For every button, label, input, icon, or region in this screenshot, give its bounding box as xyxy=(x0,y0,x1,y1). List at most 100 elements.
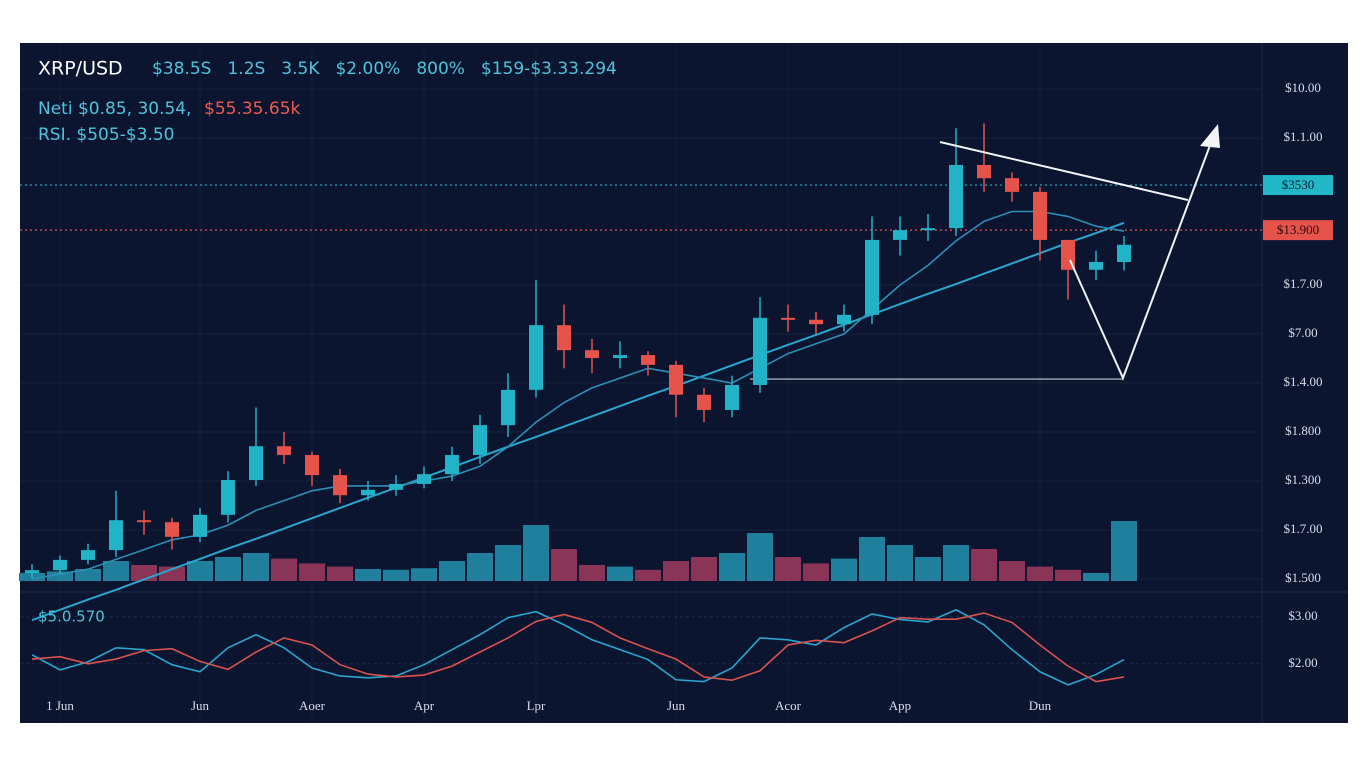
candle-body xyxy=(725,384,739,410)
y-tick-label: $1.800 xyxy=(1285,423,1321,438)
candle-body xyxy=(697,394,711,410)
x-tick-label: Apr xyxy=(414,698,435,713)
candle-body xyxy=(53,559,67,571)
candle-body xyxy=(529,325,543,390)
x-tick-label: Dun xyxy=(1029,698,1052,713)
volume-bar xyxy=(971,549,997,581)
header-stat: $159-$3.33.294 xyxy=(481,59,617,79)
header-stat: $38.5S xyxy=(152,59,211,79)
rsi-tick-label: $2.00 xyxy=(1288,655,1317,670)
volume-bar xyxy=(523,525,549,581)
price-tag xyxy=(1263,220,1333,241)
volume-bar xyxy=(551,549,577,581)
header-stat: 3.5K xyxy=(281,59,320,79)
x-tick-label: Acor xyxy=(775,698,802,713)
arrow-head xyxy=(1200,124,1220,148)
volume-bar xyxy=(719,553,745,581)
candle-body xyxy=(613,355,627,359)
candle-body xyxy=(809,319,823,325)
candle-body xyxy=(949,164,963,229)
y-tick-label: $1.7.00 xyxy=(1284,521,1323,536)
y-tick-label: $1.1.00 xyxy=(1284,129,1323,144)
candle-body xyxy=(837,314,851,325)
candle-body xyxy=(277,446,291,456)
candle-body xyxy=(221,480,235,515)
volume-bar xyxy=(159,566,185,581)
volume-bar xyxy=(579,565,605,581)
volume-bar xyxy=(915,557,941,581)
candle-body xyxy=(1033,191,1047,240)
volume-bar xyxy=(747,533,773,581)
candle-body xyxy=(865,239,879,315)
candle-body xyxy=(1117,244,1131,262)
candle-body xyxy=(669,364,683,395)
rsi-tick-label: $3.00 xyxy=(1288,608,1317,623)
candle-body xyxy=(81,550,95,560)
y-tick-label: $1.500 xyxy=(1285,570,1321,585)
rsi-line xyxy=(31,608,1125,686)
candle-body xyxy=(445,455,459,475)
volume-bar xyxy=(691,557,717,581)
volume-bar xyxy=(327,566,353,581)
volume-bar xyxy=(495,545,521,581)
volume-bar xyxy=(999,561,1025,581)
x-tick-label: Jun xyxy=(191,698,210,713)
candle-body xyxy=(641,355,655,365)
volume-bar xyxy=(1055,569,1081,581)
y-tick-label: $1.4.00 xyxy=(1284,374,1323,389)
candle-body xyxy=(501,389,515,426)
header-stat: 1.2S xyxy=(227,59,265,79)
candle-body xyxy=(781,317,795,320)
candle-body xyxy=(977,164,991,179)
y-tick-label: $1.7.00 xyxy=(1284,276,1323,291)
candle-body xyxy=(1005,178,1019,192)
candle-body xyxy=(165,522,179,537)
candle-body xyxy=(557,325,571,351)
candle-body xyxy=(1089,261,1103,270)
candle-body xyxy=(305,455,319,476)
candle-body xyxy=(585,350,599,359)
volume-bar xyxy=(607,566,633,581)
volume-bar xyxy=(103,561,129,581)
trend-line xyxy=(939,141,1189,201)
chart-title: XRP/USD xyxy=(38,58,123,80)
x-tick-label: Jun xyxy=(667,698,686,713)
volume-bar xyxy=(271,558,297,581)
volume-bar xyxy=(775,557,801,581)
candle-body xyxy=(25,570,39,574)
moving-average xyxy=(31,210,1125,580)
volume-bar xyxy=(803,563,829,581)
volume-bar xyxy=(859,537,885,581)
candle-body xyxy=(193,514,207,537)
moving-average xyxy=(31,221,1125,622)
x-tick-label: Lpr xyxy=(527,698,546,713)
indicator-value: $55.35.65k xyxy=(204,99,301,119)
projection-line xyxy=(1069,139,1213,381)
x-tick-label: App xyxy=(889,698,911,713)
candle-body xyxy=(473,425,487,456)
volume-bar xyxy=(439,561,465,581)
volume-bar xyxy=(383,569,409,581)
candle-body xyxy=(921,228,935,231)
pattern-drawing xyxy=(939,124,1220,381)
candle-body xyxy=(389,483,403,490)
rsi-label: $5.0.570 xyxy=(38,608,105,626)
candle-body xyxy=(417,474,431,484)
volume-bar xyxy=(1111,521,1137,581)
volume-bar xyxy=(411,568,437,581)
plot xyxy=(19,123,1137,686)
volume-bar xyxy=(663,561,689,581)
volume-bar xyxy=(943,545,969,581)
header-stat: $2.00% xyxy=(335,59,400,79)
volume-bar xyxy=(467,553,493,581)
y-tick-label: $10.00 xyxy=(1285,80,1321,95)
rsi-line xyxy=(31,612,1125,683)
price-tag-label: $3530 xyxy=(1282,177,1315,192)
price-tag xyxy=(1263,175,1333,196)
candle-body xyxy=(333,475,347,496)
candle-body xyxy=(893,230,907,240)
volume-bar xyxy=(1027,566,1053,581)
volume-bar xyxy=(635,569,661,581)
